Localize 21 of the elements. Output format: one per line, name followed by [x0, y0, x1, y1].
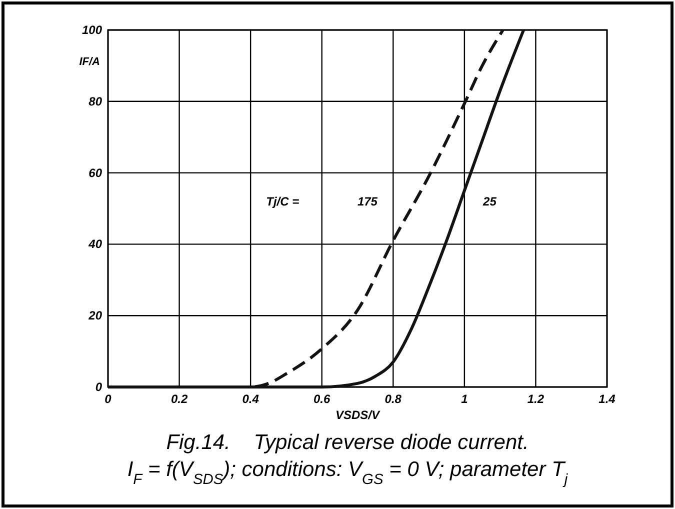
y-axis-title: IF/A: [79, 56, 100, 68]
x-tick-label: 1.4: [598, 392, 616, 406]
x-tick-label: 0.2: [170, 392, 188, 406]
x-tick-label: 0.6: [314, 392, 331, 406]
y-tick-label: 40: [88, 237, 102, 252]
y-tick-label: 0: [95, 380, 102, 394]
x-tick-label: 1: [461, 392, 468, 406]
x-tick-label: 1.2: [527, 392, 544, 406]
y-tick-label: 100: [82, 23, 102, 37]
y-tick-label: 20: [88, 308, 102, 323]
series-label: 25: [482, 194, 497, 208]
y-tick-label: 60: [88, 166, 102, 180]
text: I$_{F}$ = f(V$_{SDS}$); conditions: V$_{GS}$ = 0 V; parameter T$_{j}$: [127, 458, 568, 488]
text: 175: [357, 194, 378, 208]
legend-title: Tj/C =: [266, 194, 300, 208]
x-axis-title: VSDS/V: [335, 408, 381, 422]
y-tick-label: 80: [88, 94, 102, 108]
text: Fig.14. Typical reverse diode current.: [166, 431, 529, 454]
x-tick-label: 0: [104, 392, 112, 406]
x-tick-label: 0.4: [242, 392, 260, 406]
x-tick-label: 0.8: [384, 392, 402, 406]
